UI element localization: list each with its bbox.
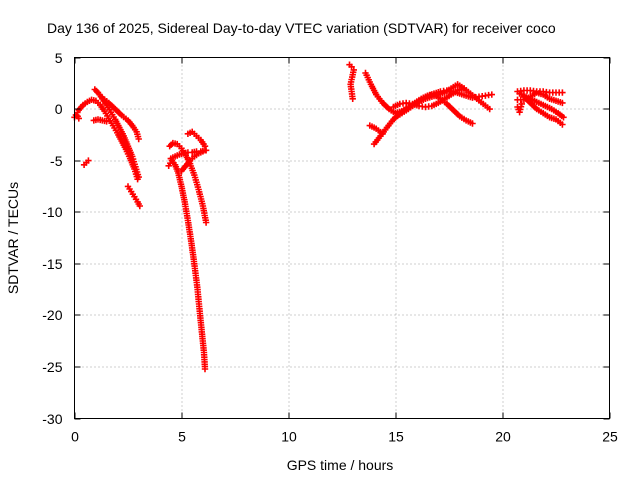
y-tick-label: -30 xyxy=(42,411,62,427)
data-point-markers xyxy=(370,81,493,148)
y-tick-label: -20 xyxy=(42,307,62,323)
series-arc18 xyxy=(366,122,386,137)
series-arc7 xyxy=(73,112,82,122)
data-point-markers xyxy=(73,112,82,122)
data-point-markers xyxy=(520,93,566,128)
series-arc3 xyxy=(99,94,142,143)
data-point-markers xyxy=(124,183,143,210)
series-arc22 xyxy=(520,93,566,128)
x-tick-label: 5 xyxy=(178,429,186,445)
data-point-markers xyxy=(366,122,386,137)
data-point-markers xyxy=(165,157,209,373)
series-arc4 xyxy=(124,183,143,210)
data-point-markers xyxy=(167,147,209,162)
series-arc8 xyxy=(165,157,209,373)
x-tick-label: 20 xyxy=(495,429,511,445)
y-tick-label: -15 xyxy=(42,256,62,272)
x-axis-title: GPS time / hours xyxy=(287,457,394,473)
x-tick-label: 10 xyxy=(281,429,297,445)
data-point-markers xyxy=(90,116,110,125)
y-tick-label: -25 xyxy=(42,359,62,375)
data-point-markers xyxy=(346,61,357,102)
data-point-markers xyxy=(80,157,92,168)
y-tick-label: -10 xyxy=(42,204,62,220)
chart-title: Day 136 of 2025, Sidereal Day-to-day VTE… xyxy=(47,20,556,36)
series-arc1 xyxy=(71,96,141,183)
y-tick-label: 0 xyxy=(55,101,63,117)
x-tick-label: 0 xyxy=(71,429,79,445)
x-tick-label: 15 xyxy=(388,429,404,445)
series-arc23 xyxy=(514,100,525,116)
series-arc6 xyxy=(80,157,92,168)
series-arc12 xyxy=(167,147,209,162)
data-points xyxy=(71,61,567,373)
data-point-markers xyxy=(71,96,141,183)
y-tick-label: -5 xyxy=(50,153,63,169)
y-axis-title: SDTVAR / TECUs xyxy=(5,182,21,294)
series-arc15 xyxy=(370,81,493,148)
data-point-markers xyxy=(91,86,142,181)
data-point-markers xyxy=(514,100,525,116)
plot-frame xyxy=(74,57,610,419)
y-tick-label: 5 xyxy=(55,50,63,66)
series-arc5 xyxy=(90,116,110,125)
data-point-markers xyxy=(99,94,142,143)
series-arc17 xyxy=(392,91,476,127)
grid xyxy=(74,57,610,419)
data-point-markers xyxy=(392,91,476,127)
data-point-markers xyxy=(390,85,468,111)
data-point-markers xyxy=(184,128,209,150)
series-arc2 xyxy=(91,86,142,181)
series-arc16 xyxy=(390,85,468,111)
series-arc13 xyxy=(346,61,357,102)
x-tick-label: 25 xyxy=(602,429,618,445)
series-arc11 xyxy=(184,128,209,150)
axis-ticks: 0 5 10 15 20 25 -30 -25 -20 -15 -10 -5 0 5 xyxy=(42,50,618,445)
